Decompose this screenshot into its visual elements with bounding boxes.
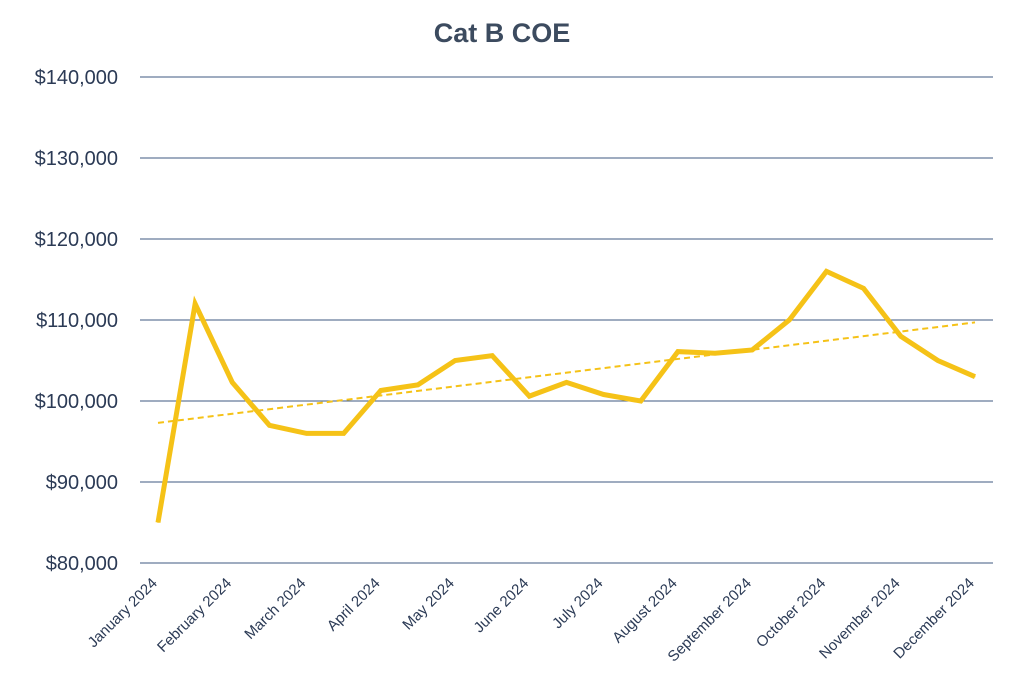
- x-tick-label: August 2024: [609, 575, 681, 647]
- data-point: [788, 319, 790, 321]
- y-tick-label: $110,000: [36, 310, 118, 332]
- data-point: [714, 352, 716, 354]
- data-point: [231, 381, 233, 383]
- data-point: [380, 389, 382, 391]
- x-tick-label: October 2024: [753, 575, 829, 651]
- data-point: [900, 335, 902, 337]
- y-tick-label: $130,000: [35, 148, 118, 170]
- x-tick-label: May 2024: [399, 575, 458, 634]
- y-tick-label: $90,000: [46, 472, 118, 494]
- y-tick-label: $120,000: [35, 229, 118, 251]
- data-point: [194, 303, 196, 305]
- y-tick-label: $140,000: [35, 67, 118, 89]
- data-point: [566, 381, 567, 383]
- data-point: [454, 360, 456, 361]
- trendline: [157, 321, 976, 424]
- data-point: [937, 360, 939, 361]
- data-point: [751, 349, 753, 351]
- data-point: [417, 384, 419, 386]
- data-point: [343, 432, 345, 434]
- y-tick-label: $80,000: [46, 553, 118, 575]
- data-point: [157, 522, 159, 523]
- x-tick-label: July 2024: [549, 575, 606, 632]
- data-point: [974, 376, 976, 378]
- data-point: [640, 400, 642, 402]
- x-tick-label: March 2024: [241, 575, 309, 643]
- data-point: [603, 394, 605, 396]
- x-tick-label: January 2024: [85, 575, 161, 651]
- chart-title: Cat B COE: [433, 18, 571, 48]
- y-tick-label: $100,000: [35, 391, 118, 413]
- data-point: [528, 395, 530, 397]
- data-point: [863, 287, 865, 289]
- data-point: [825, 270, 827, 272]
- data-point: [306, 432, 308, 434]
- x-tick-label: February 2024: [154, 575, 235, 656]
- x-tick-label: April 2024: [324, 575, 384, 635]
- data-point: [268, 424, 270, 426]
- x-tick-label: June 2024: [471, 575, 533, 637]
- data-point: [491, 355, 493, 357]
- data-point: [677, 351, 679, 353]
- x-tick-label: December 2024: [890, 575, 977, 662]
- series-line: [155, 268, 976, 523]
